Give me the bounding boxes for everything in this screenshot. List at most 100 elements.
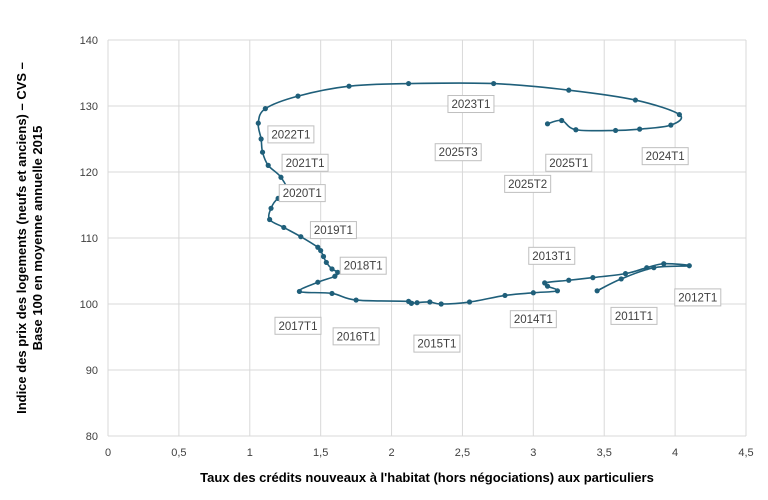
y-tick-label: 140 (80, 35, 98, 47)
data-point (298, 234, 304, 240)
annotation-label-box (447, 95, 495, 114)
annotation-label-box (434, 143, 482, 162)
data-point (295, 93, 301, 99)
y-axis-ticks: 80 90 100 110 120 130 140 (80, 35, 98, 443)
annotation-label: 2020T1 (283, 188, 322, 200)
y-axis-title: Indice des prix des logements (neufs et … (14, 28, 46, 448)
x-axis-ticks: 0 0,5 1 1,5 2 2,5 3 3,5 4 4,5 (105, 447, 754, 459)
annotation-label: 2013T1 (532, 251, 571, 263)
data-point (281, 224, 287, 231)
data-point (323, 259, 329, 266)
data-point (632, 97, 639, 103)
data-point (335, 269, 341, 275)
x-tick-label: 2 (388, 447, 394, 459)
data-point (637, 126, 643, 132)
y-tick-label: 130 (80, 101, 98, 113)
data-point (268, 205, 274, 211)
data-point (466, 299, 473, 305)
annotation-label: 2015T1 (417, 339, 456, 351)
annotation-label-box (509, 310, 557, 329)
annotation-label-box (528, 246, 576, 265)
x-tick-label: 0,5 (171, 447, 186, 459)
y-tick-label: 90 (86, 365, 98, 377)
annotation-label-box (545, 153, 593, 172)
data-point (438, 301, 444, 307)
data-point (255, 120, 261, 126)
data-point (566, 87, 572, 93)
data-point (668, 122, 674, 128)
data-point (320, 253, 327, 260)
x-tick-label: 1 (247, 447, 253, 459)
data-point (566, 277, 572, 283)
data-point (315, 279, 321, 285)
y-tick-label: 120 (80, 167, 98, 179)
annotation-label-box (332, 327, 380, 346)
y-axis-title-container: Indice des prix des logements (neufs et … (0, 40, 60, 436)
x-axis-title: Taux des crédits nouveaux à l'habitat (h… (200, 470, 654, 485)
data-point (644, 265, 650, 271)
annotation-label-box (641, 147, 689, 166)
data-point (544, 121, 551, 127)
y-tick-label: 100 (80, 299, 98, 311)
data-point (353, 297, 359, 303)
data-point (618, 276, 624, 282)
annotation-label-box (339, 256, 387, 275)
annotation-label: 2023T1 (451, 99, 490, 111)
y-tick-label: 80 (86, 431, 98, 443)
data-point (427, 299, 433, 305)
data-point (405, 298, 412, 304)
annotation-label: 2025T2 (508, 179, 547, 191)
data-point (594, 288, 600, 294)
annotation-label: 2017T1 (278, 321, 317, 333)
x-tick-label: 3 (530, 447, 536, 459)
annotation-label-box (309, 221, 357, 240)
data-point (544, 283, 551, 289)
data-point (405, 80, 412, 87)
data-point (554, 288, 561, 294)
data-point (258, 136, 264, 142)
data-point (267, 216, 273, 223)
data-point (622, 271, 629, 277)
data-point (491, 80, 497, 87)
data-point (259, 149, 266, 155)
x-tick-label: 0 (105, 447, 111, 459)
annotation-label: 2014T1 (514, 314, 553, 326)
annotation-label: 2019T1 (314, 225, 353, 237)
x-tick-label: 3,5 (597, 447, 612, 459)
data-point (502, 292, 508, 299)
annotation-label: 2025T3 (439, 147, 478, 159)
data-point (278, 174, 284, 180)
data-point (332, 273, 338, 279)
annotation-label: 2024T1 (646, 151, 685, 163)
data-point (661, 261, 667, 267)
data-point (573, 127, 579, 133)
annotation-label-box (674, 288, 722, 307)
annotation-label: 2016T1 (337, 331, 376, 343)
annotation-label-box (413, 334, 461, 353)
annotation-label: 2011T1 (615, 311, 653, 323)
data-point (315, 244, 321, 250)
annotation-label-box (504, 174, 552, 193)
annotation-labels: 2012T1 2011T1 2013T1 2014T1 2015T1 2016T1 2017… (267, 95, 722, 353)
annotation-label: 2018T1 (344, 261, 383, 273)
data-point (530, 290, 536, 296)
annotation-label: 2012T1 (678, 292, 717, 304)
annotation-label-box (281, 153, 329, 172)
data-point (262, 106, 268, 112)
data-point (559, 117, 565, 124)
data-point (329, 266, 335, 272)
data-point (296, 288, 302, 295)
x-tick-label: 4 (672, 447, 678, 459)
data-point (346, 83, 352, 89)
annotation-label: 2021T1 (286, 158, 325, 170)
data-point (265, 162, 271, 168)
y-axis-title-line-2: Base 100 en moyenne annuelle 2015 (30, 125, 45, 351)
annotation-label-box (274, 316, 322, 335)
annotation-label-box (267, 125, 315, 144)
y-tick-label: 110 (80, 233, 98, 245)
data-point (651, 265, 657, 271)
data-point (590, 275, 596, 281)
annotation-label: 2022T1 (271, 129, 310, 141)
data-point (686, 263, 692, 269)
